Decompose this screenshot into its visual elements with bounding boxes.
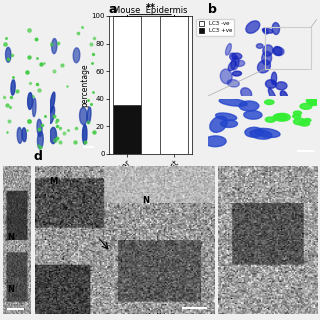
Ellipse shape <box>5 47 11 62</box>
Title: Mouse  Epidermis: Mouse Epidermis <box>113 6 188 15</box>
Ellipse shape <box>22 128 26 142</box>
Legend: LC3 -ve, LC3 +ve: LC3 -ve, LC3 +ve <box>196 19 234 36</box>
Ellipse shape <box>83 124 87 144</box>
Ellipse shape <box>262 28 273 33</box>
Ellipse shape <box>232 71 242 76</box>
Circle shape <box>308 99 320 105</box>
Text: a: a <box>109 3 117 16</box>
Ellipse shape <box>263 45 273 56</box>
Ellipse shape <box>230 53 236 60</box>
Text: N: N <box>143 196 150 205</box>
Ellipse shape <box>272 22 280 35</box>
Bar <box>265 27 311 69</box>
Circle shape <box>265 100 274 105</box>
Circle shape <box>306 97 320 105</box>
Circle shape <box>273 114 287 121</box>
Circle shape <box>300 103 312 109</box>
Circle shape <box>265 117 276 122</box>
Text: N: N <box>7 233 14 242</box>
Ellipse shape <box>268 88 276 103</box>
Ellipse shape <box>17 127 22 143</box>
Ellipse shape <box>231 56 239 70</box>
Ellipse shape <box>210 116 227 132</box>
Ellipse shape <box>274 46 282 55</box>
Ellipse shape <box>49 107 55 124</box>
Ellipse shape <box>258 60 270 73</box>
Ellipse shape <box>226 44 231 55</box>
Text: b: b <box>208 3 217 16</box>
Circle shape <box>293 118 306 125</box>
Ellipse shape <box>219 99 247 106</box>
Ellipse shape <box>37 131 43 149</box>
Ellipse shape <box>266 80 276 88</box>
Text: M: M <box>50 177 58 186</box>
Ellipse shape <box>280 91 287 100</box>
Ellipse shape <box>256 44 263 48</box>
Text: d: d <box>34 150 43 163</box>
Ellipse shape <box>263 29 268 34</box>
Y-axis label: percentage: percentage <box>81 63 90 107</box>
Ellipse shape <box>73 48 80 63</box>
Ellipse shape <box>11 80 15 95</box>
Ellipse shape <box>33 98 36 116</box>
Ellipse shape <box>52 38 57 54</box>
Ellipse shape <box>220 120 237 127</box>
Bar <box>160 16 188 154</box>
Ellipse shape <box>37 119 42 136</box>
Ellipse shape <box>245 127 263 137</box>
Ellipse shape <box>250 130 272 139</box>
Ellipse shape <box>220 69 232 84</box>
Ellipse shape <box>204 136 226 147</box>
Ellipse shape <box>273 47 284 56</box>
Ellipse shape <box>254 128 280 137</box>
Ellipse shape <box>235 60 245 67</box>
Ellipse shape <box>80 108 87 124</box>
Ellipse shape <box>244 111 262 119</box>
Ellipse shape <box>87 107 91 123</box>
Ellipse shape <box>28 93 32 109</box>
Ellipse shape <box>276 82 287 90</box>
Ellipse shape <box>50 127 57 144</box>
Ellipse shape <box>239 101 259 111</box>
Ellipse shape <box>232 53 242 59</box>
Ellipse shape <box>50 92 55 113</box>
Text: **: ** <box>145 3 156 12</box>
Ellipse shape <box>271 72 276 84</box>
Circle shape <box>293 114 301 118</box>
Text: N: N <box>7 284 14 293</box>
Circle shape <box>300 121 310 126</box>
Bar <box>113 105 141 154</box>
Ellipse shape <box>216 113 237 120</box>
Ellipse shape <box>228 61 236 71</box>
Ellipse shape <box>262 52 272 65</box>
Circle shape <box>304 118 311 122</box>
Ellipse shape <box>227 80 239 87</box>
Bar <box>113 16 141 105</box>
Ellipse shape <box>246 21 260 33</box>
Circle shape <box>293 111 301 115</box>
Ellipse shape <box>241 88 252 99</box>
Circle shape <box>275 113 290 121</box>
